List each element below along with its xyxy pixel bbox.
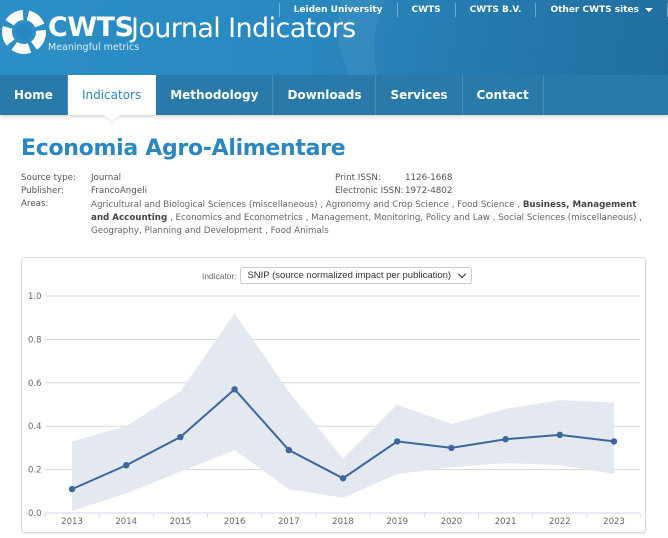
other-sites-label: Other CWTS sites	[550, 5, 639, 15]
nav-indicators[interactable]: Indicators	[67, 75, 157, 115]
data-point	[448, 444, 455, 452]
data-point	[610, 438, 618, 445]
data-point	[502, 436, 509, 443]
data-point	[68, 485, 76, 493]
tagline: Meaningful metrics	[48, 42, 140, 53]
indicator-label: Indicator:	[202, 270, 237, 281]
y-tick-label: 1.0	[28, 292, 42, 302]
data-point	[177, 433, 184, 441]
x-tick-label: 2019	[386, 517, 408, 527]
indicator-selected: SNIP (source normalized impact per publi…	[247, 270, 452, 281]
nav-methodology[interactable]: Methodology	[156, 75, 274, 115]
divider	[278, 3, 280, 17]
electronic-issn-value: 1972-4802	[405, 186, 453, 196]
areas-label: Areas:	[21, 199, 49, 209]
brand-name[interactable]: CWTS	[48, 12, 134, 43]
x-tick-label: 2014	[115, 517, 137, 527]
x-tick-label: 2021	[495, 517, 517, 527]
subject-areas: Agricultural and Biological Sciences (mi…	[91, 200, 642, 237]
data-point	[123, 462, 130, 469]
main-nav: Home Indicators Methodology Downloads Se…	[0, 75, 668, 115]
print-issn-label: Print ISSN:	[335, 173, 381, 183]
area-item-highlighted: Business, Management and Accounting	[91, 200, 637, 224]
nav-label: Services	[390, 88, 448, 102]
product-name[interactable]: Journal Indicators	[131, 13, 356, 44]
data-point	[556, 431, 563, 439]
nav-contact[interactable]: Contact	[463, 75, 544, 115]
x-tick-label: 2020	[441, 517, 463, 527]
source-type-label: Source type:	[21, 173, 76, 183]
indicator-selector: Indicator: SNIP (source normalized impac…	[202, 267, 473, 284]
nav-label: Indicators	[81, 88, 142, 102]
page-title: Economia Agro-Alimentare	[21, 136, 346, 161]
y-tick-label: 0.2	[28, 466, 42, 476]
nav-downloads[interactable]: Downloads	[273, 75, 377, 115]
x-tick-label: 2022	[549, 517, 571, 527]
caret-down-icon	[645, 7, 653, 12]
divider	[535, 3, 537, 17]
x-tick-label: 2013	[61, 517, 83, 527]
nav-label: Home	[14, 88, 53, 102]
area-item: Social Sciences (miscellaneous)	[498, 213, 637, 224]
cwts-logo-icon[interactable]	[2, 4, 46, 56]
area-item: Economics and Econometrics	[175, 213, 303, 224]
x-tick-label: 2016	[224, 517, 246, 527]
journal-meta-right: Print ISSN: 1126-1668 Electronic ISSN: 1…	[335, 172, 535, 200]
data-point	[285, 446, 292, 454]
source-type-value: Journal	[91, 173, 122, 183]
link-other-cwts-sites[interactable]: Other CWTS sites	[550, 5, 653, 15]
publisher-value: FrancoAngeli	[91, 186, 147, 196]
x-tick-label: 2017	[278, 517, 300, 527]
data-point	[231, 386, 238, 393]
link-leiden-university[interactable]: Leiden University	[293, 5, 383, 15]
area-item: Food Animals	[270, 226, 329, 237]
nav-label: Methodology	[170, 88, 259, 102]
area-item: Food Science	[457, 200, 515, 210]
x-tick-label: 2023	[603, 517, 625, 527]
publisher-label: Publisher:	[21, 186, 64, 196]
site-header: CWTS Journal Indicators Meaningful metri…	[0, 0, 668, 75]
y-tick-label: 0.6	[28, 379, 42, 389]
area-item: Geography, Planning and Development	[91, 226, 263, 237]
divider	[454, 3, 456, 17]
electronic-issn-label: Electronic ISSN:	[335, 186, 404, 196]
area-item: Agronomy and Crop Science	[325, 200, 449, 210]
y-tick-label: 0.0	[28, 509, 42, 519]
data-point	[339, 475, 347, 482]
data-point	[394, 438, 401, 445]
divider	[396, 3, 398, 17]
stability-interval-band	[72, 313, 614, 511]
area-item: Agricultural and Biological Sciences (mi…	[91, 200, 318, 210]
link-cwts[interactable]: CWTS	[411, 5, 441, 15]
nav-label: Contact	[476, 88, 529, 102]
area-item: Management, Monitoring, Policy and Law	[311, 213, 490, 224]
print-issn-value: 1126-1668	[405, 173, 453, 183]
x-tick-label: 2018	[332, 517, 354, 527]
y-tick-label: 0.8	[28, 335, 42, 345]
journal-meta-left: Source type: Journal Publisher: FrancoAn…	[21, 172, 321, 212]
y-tick-label: 0.4	[28, 422, 42, 432]
nav-services[interactable]: Services	[376, 75, 463, 115]
link-cwts-bv[interactable]: CWTS B.V.	[469, 5, 522, 15]
nav-label: Downloads	[287, 88, 362, 102]
indicator-dropdown[interactable]: SNIP (source normalized impact per publi…	[240, 267, 473, 284]
x-tick-label: 2015	[170, 517, 192, 527]
